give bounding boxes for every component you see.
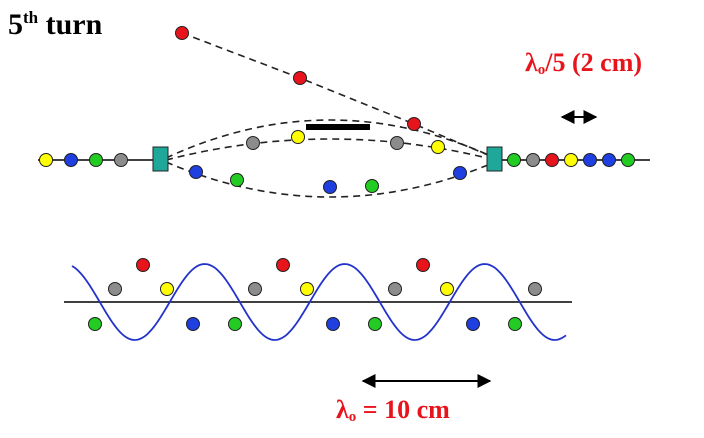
- wave-dot: [108, 282, 122, 296]
- lambda-symbol: λ: [336, 395, 349, 424]
- right-chain-dot: [545, 153, 559, 167]
- lambda-symbol: λ: [525, 48, 538, 77]
- trajectory-dot: [175, 26, 189, 40]
- right-chain-dot: [507, 153, 521, 167]
- right-box: [486, 146, 503, 172]
- orbit-dot: [390, 136, 404, 150]
- wave-dot: [276, 258, 290, 272]
- wave-dot: [440, 282, 454, 296]
- orbit-dot: [230, 173, 244, 187]
- lambda-subscript: o: [537, 62, 546, 78]
- right-chain-dot: [564, 153, 578, 167]
- lambda-subscript: o: [348, 409, 357, 425]
- right-chain-dot: [602, 153, 616, 167]
- deflector-bar: [306, 124, 370, 130]
- trajectory-dot: [407, 117, 421, 131]
- left-chain-dot: [114, 153, 128, 167]
- trajectory-dot: [293, 71, 307, 85]
- wave-dot: [416, 258, 430, 272]
- orbit-dot: [291, 130, 305, 144]
- outer-orbit: [165, 119, 496, 159]
- orbit-dot: [365, 179, 379, 193]
- wave-dot: [508, 317, 522, 331]
- wave-curve: [71, 263, 567, 341]
- orbit-dot: [453, 166, 467, 180]
- wave-dot: [248, 282, 262, 296]
- wave-dot: [326, 317, 340, 331]
- wavelength-fifth-text: /5 (2 cm): [545, 48, 643, 77]
- wavelength-text: = 10 cm: [356, 395, 450, 424]
- wave-dot: [528, 282, 542, 296]
- middle-orbit: [165, 138, 496, 161]
- orbit-dot: [189, 165, 203, 179]
- wavelength-label: λo = 10 cm: [336, 395, 450, 426]
- left-chain-dot: [39, 153, 53, 167]
- left-chain-dot: [64, 153, 78, 167]
- wave-dot: [368, 317, 382, 331]
- orbit-dot: [323, 180, 337, 194]
- wave-dot: [388, 282, 402, 296]
- title-suffix: th: [23, 8, 39, 27]
- title-number: 5: [8, 8, 23, 41]
- wave-dot: [88, 317, 102, 331]
- orbit-dot: [431, 140, 445, 154]
- right-chain-dot: [621, 153, 635, 167]
- wave-dot: [228, 317, 242, 331]
- wave-dot: [300, 282, 314, 296]
- orbit-dot: [246, 136, 260, 150]
- left-chain-dot: [89, 153, 103, 167]
- wave-dot: [466, 317, 480, 331]
- title-word: turn: [45, 8, 103, 41]
- wavelength-fifth-label: λo/5 (2 cm): [525, 48, 642, 79]
- wave-dot: [186, 317, 200, 331]
- title: 5th turn: [8, 8, 102, 42]
- wave-dot: [160, 282, 174, 296]
- right-chain-dot: [583, 153, 597, 167]
- right-chain-dot: [526, 153, 540, 167]
- red-trajectory: [181, 32, 496, 159]
- lower-orbit: [165, 161, 496, 198]
- wave-dot: [136, 258, 150, 272]
- left-box: [152, 146, 169, 172]
